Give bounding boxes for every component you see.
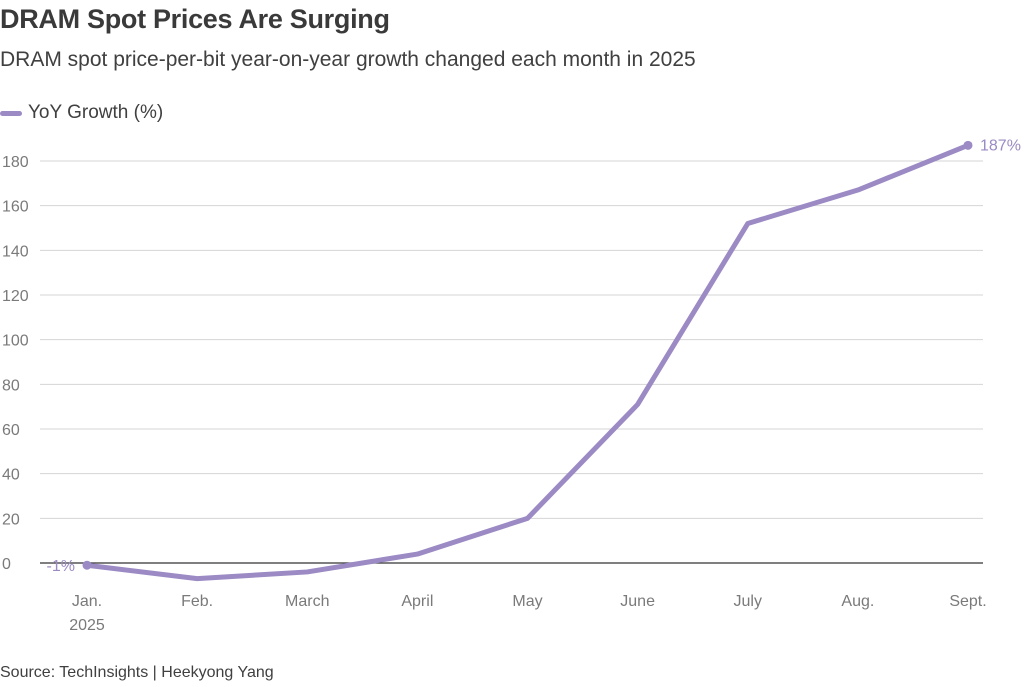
x-tick-label: Aug. [841,593,874,610]
chart-title: DRAM Spot Prices Are Surging [0,4,390,34]
legend-swatch [0,110,22,116]
data-label: 187% [980,137,1021,154]
x-tick-sublabel: 2025 [69,617,105,634]
x-tick-label: Feb. [181,593,213,610]
x-tick-label: Jan. [72,593,102,610]
chart-subtitle: DRAM spot price-per-bit year-on-year gro… [0,48,696,71]
x-tick-label: April [401,593,433,610]
series-line [84,142,971,582]
data-point [82,560,92,570]
data-point [963,140,973,150]
x-tick-label: June [620,593,655,610]
y-tick-label: 160 [2,199,29,216]
y-tick-label: 120 [2,288,29,305]
y-tick-label: 100 [2,333,29,350]
source-note: Source: TechInsights | Heekyong Yang [0,664,274,681]
y-tick-label: 140 [2,243,29,260]
y-tick-label: 0 [2,556,11,573]
legend-label: YoY Growth (%) [28,102,164,123]
x-tick-label: July [734,593,762,610]
data-label: -1% [47,558,75,575]
y-tick-label: 20 [2,511,20,528]
x-tick-label: May [512,593,542,610]
y-tick-label: 60 [2,422,20,439]
x-tick-label: Sept. [949,593,986,610]
x-tick-label: March [285,593,329,610]
y-tick-label: 180 [2,154,29,171]
legend: YoY Growth (%) [0,102,163,124]
y-tick-label: 80 [2,377,20,394]
y-tick-label: 40 [2,467,20,484]
